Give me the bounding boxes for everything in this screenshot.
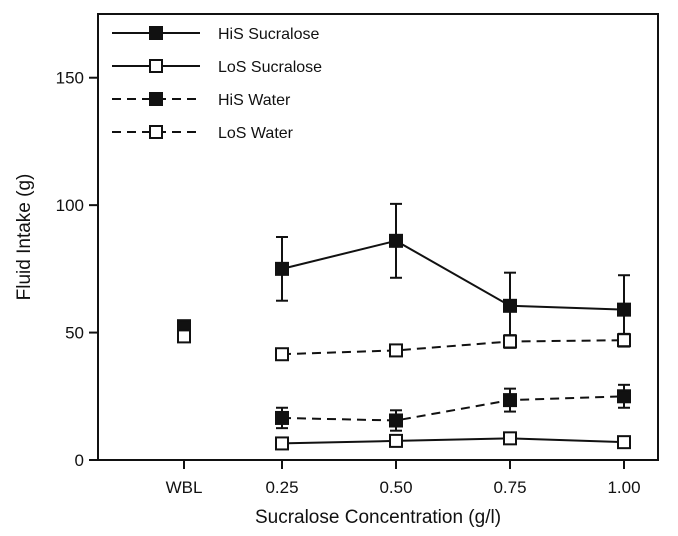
data-point (617, 435, 631, 450)
series-his-sucralose (275, 202, 631, 346)
data-point (389, 343, 403, 358)
legend-item: LoS Sucralose (112, 59, 322, 76)
data-point (275, 261, 289, 276)
data-point (503, 431, 517, 446)
series-line (281, 339, 625, 356)
data-point (275, 436, 289, 451)
series-his-water (177, 319, 631, 432)
legend-marker (149, 26, 163, 40)
x-tick-label: 0.50 (379, 478, 412, 497)
data-point (503, 334, 517, 349)
data-point (389, 233, 403, 248)
legend-item: HiS Water (112, 92, 291, 109)
data-point (503, 393, 517, 408)
legend-marker (149, 92, 163, 106)
data-point (389, 433, 403, 448)
y-tick-label: 100 (56, 196, 84, 215)
data-point (617, 389, 631, 404)
series-los-water (177, 329, 631, 362)
plot-frame (97, 13, 659, 461)
series-los-sucralose (275, 431, 631, 451)
axes: 0 50 100 150 WBL 0.25 0.50 0.75 1.00 (56, 69, 641, 497)
series-group (177, 202, 631, 451)
x-tick-label: 0.75 (493, 478, 526, 497)
data-point (503, 298, 517, 313)
x-tick-label: 1.00 (607, 478, 640, 497)
data-point (275, 410, 289, 425)
legend-label: HiS Sucralose (218, 26, 319, 43)
series-line (281, 437, 625, 445)
y-axis-label: Fluid Intake (g) (14, 174, 35, 301)
legend-marker (149, 125, 163, 139)
legend: HiS Sucralose LoS Sucralose HiS Water LoS W… (112, 26, 322, 142)
legend-label: LoS Water (218, 125, 294, 142)
legend-item: HiS Sucralose (112, 26, 319, 43)
series-line (281, 395, 625, 422)
legend-label: LoS Sucralose (218, 59, 322, 76)
data-point (389, 413, 403, 428)
legend-label: HiS Water (218, 92, 291, 109)
data-point (617, 302, 631, 317)
data-point (275, 347, 289, 362)
data-point (617, 333, 631, 348)
x-tick-label: 0.25 (265, 478, 298, 497)
y-tick-label: 50 (65, 324, 84, 343)
y-tick-label: 0 (75, 451, 84, 470)
series-line (281, 239, 625, 311)
x-tick-label: WBL (166, 478, 203, 497)
legend-item: LoS Water (112, 125, 294, 142)
data-point (177, 329, 191, 344)
legend-marker (149, 59, 163, 73)
x-axis-label: Sucralose Concentration (g/l) (255, 507, 501, 528)
y-tick-label: 150 (56, 69, 84, 88)
